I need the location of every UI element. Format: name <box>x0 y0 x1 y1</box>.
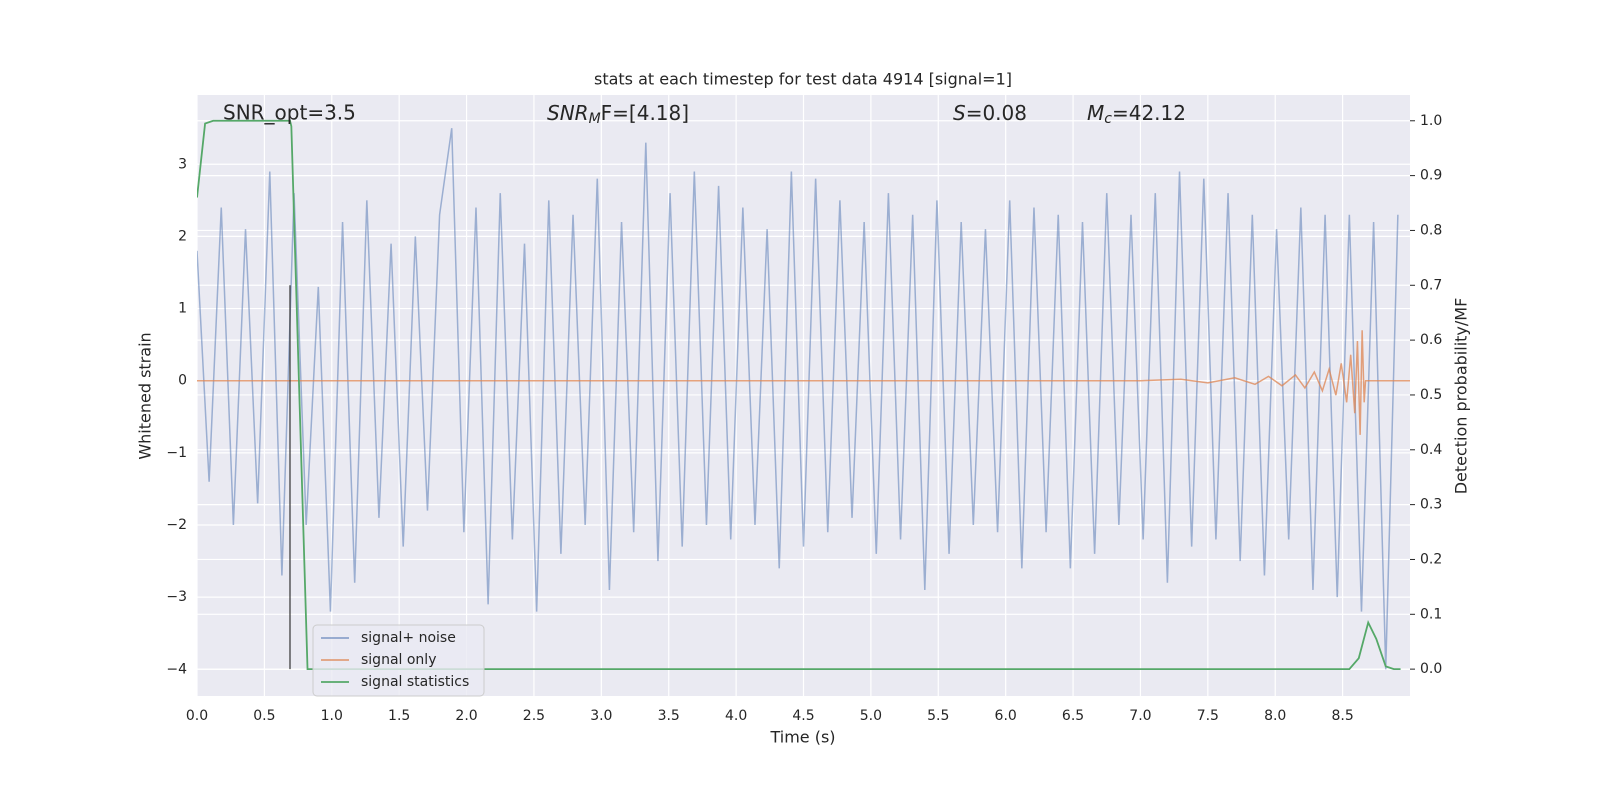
y-tick-label: 2 <box>178 228 187 244</box>
x-tick-label: 5.5 <box>927 708 949 724</box>
series-line <box>197 330 1410 435</box>
annotation-sub: c <box>1104 111 1112 127</box>
x-tick-label: 3.0 <box>590 708 612 724</box>
x-tick-label: 8.5 <box>1331 708 1353 724</box>
x-tick-label: 2.0 <box>455 708 477 724</box>
y2-axis-label: Detection probability/MF <box>1452 298 1471 495</box>
annotation-sub: M <box>589 111 601 127</box>
y2-tick-label: 0.9 <box>1420 168 1442 184</box>
annotation: SNRMF=[4.18] <box>547 101 689 128</box>
y2-tick-label: 1.0 <box>1420 113 1442 129</box>
x-tick-label: 4.0 <box>725 708 747 724</box>
legend-label: signal statistics <box>361 674 469 690</box>
y-tick-label: 0 <box>178 373 187 389</box>
y2-tick-label: 0.2 <box>1420 551 1442 567</box>
y2-tick-label: 0.6 <box>1420 332 1442 348</box>
x-tick-label: 1.5 <box>388 708 410 724</box>
annotation: Mc=42.12 <box>1087 101 1186 128</box>
series-line <box>197 119 1401 671</box>
annotation-rest: =0.08 <box>966 101 1027 125</box>
annotation: SNR_opt=3.5 <box>223 101 356 125</box>
x-tick-label: 0.0 <box>186 708 208 724</box>
x-tick-label: 2.5 <box>523 708 545 724</box>
y-axis-label: Whitened strain <box>136 332 155 459</box>
y2-tick-label: 0.1 <box>1420 606 1442 622</box>
annotation-base: SNR <box>547 101 589 125</box>
x-tick-label: 1.0 <box>321 708 343 724</box>
annotation-rest: F=[4.18] <box>601 101 689 125</box>
x-tick-label: 7.5 <box>1197 708 1219 724</box>
y-tick-label: −3 <box>166 589 187 605</box>
x-tick-label: 0.5 <box>253 708 275 724</box>
y2-tick-label: 0.0 <box>1420 661 1442 677</box>
legend-label: signal only <box>361 652 436 668</box>
y-tick-label: −2 <box>166 517 187 533</box>
x-tick-label: 7.0 <box>1129 708 1151 724</box>
y2-tick-label: 0.5 <box>1420 387 1442 403</box>
y-tick-label: −4 <box>166 661 187 677</box>
x-tick-label: 6.0 <box>995 708 1017 724</box>
y2-tick-label: 0.3 <box>1420 497 1442 513</box>
y-tick-label: 1 <box>178 301 187 317</box>
x-tick-label: 8.0 <box>1264 708 1286 724</box>
x-tick-label: 3.5 <box>658 708 680 724</box>
annotation-rest: =42.12 <box>1112 101 1186 125</box>
annotation: S=0.08 <box>953 101 1027 125</box>
chart-title: stats at each timestep for test data 491… <box>594 70 1012 89</box>
series-line <box>197 128 1399 670</box>
y2-tick-label: 0.8 <box>1420 222 1442 238</box>
x-axis-label: Time (s) <box>769 728 835 747</box>
annotation-base: S <box>953 101 966 125</box>
y-tick-label: 3 <box>178 156 187 172</box>
legend-box <box>312 624 485 697</box>
y2-tick-label: 0.7 <box>1420 277 1442 293</box>
legend: signal+ noise signal only signal statistic… <box>312 624 485 697</box>
legend-label: signal+ noise <box>361 630 456 646</box>
x-tick-label: 4.5 <box>792 708 814 724</box>
annotation-base: M <box>1087 101 1104 125</box>
grid <box>196 95 1410 696</box>
x-tick-label: 5.0 <box>860 708 882 724</box>
x-tick-label: 6.5 <box>1062 708 1084 724</box>
y-tick-label: −1 <box>166 445 187 461</box>
y2-tick-label: 0.4 <box>1420 442 1442 458</box>
